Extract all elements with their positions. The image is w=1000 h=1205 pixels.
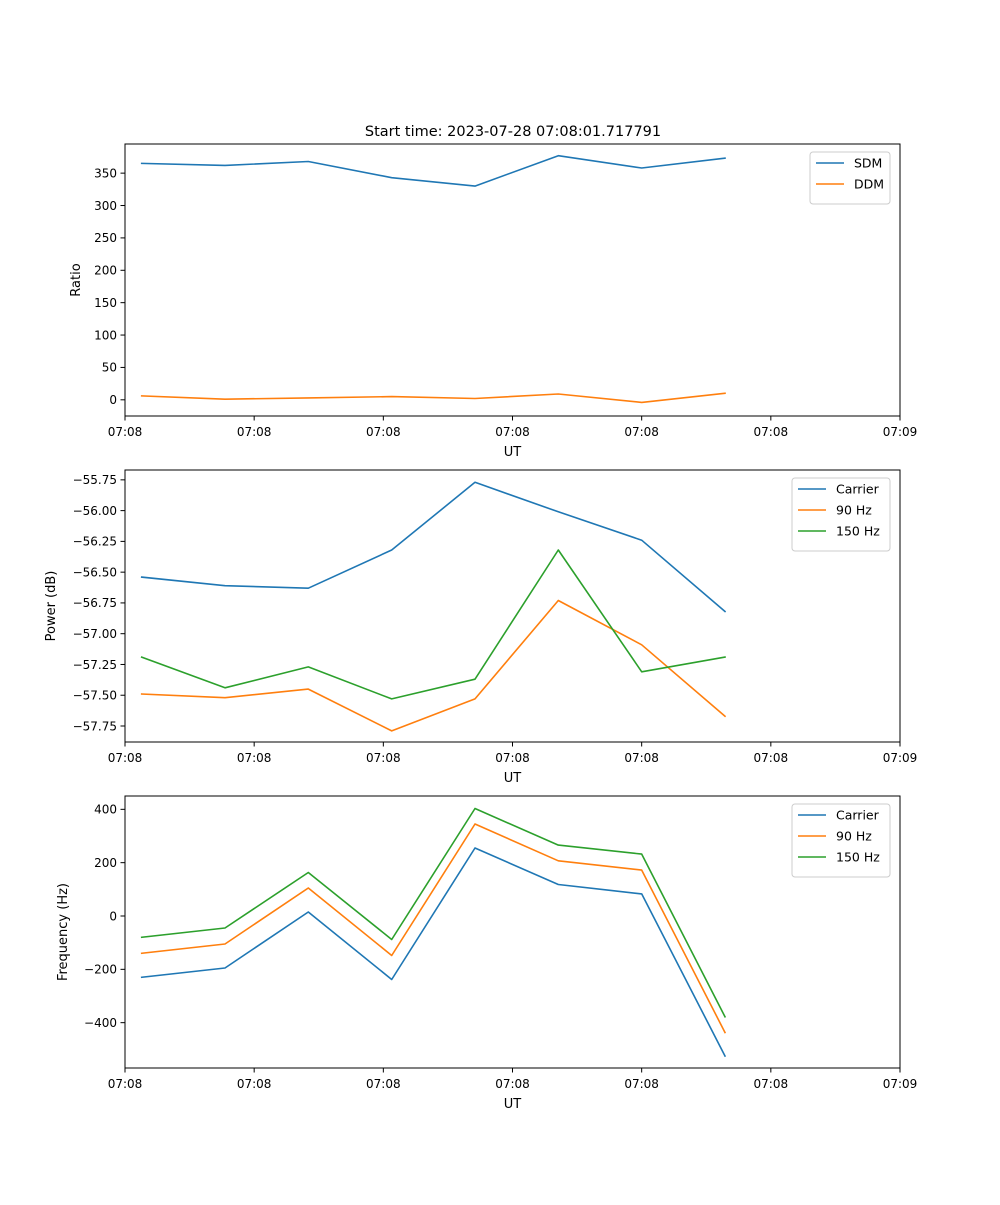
- power-y-tick-label: −57.50: [73, 689, 117, 703]
- ratio-x-tick-label: 07:08: [754, 425, 789, 439]
- figure-title: Start time: 2023-07-28 07:08:01.717791: [365, 124, 661, 140]
- power-y-tick-label: −56.75: [73, 596, 117, 610]
- frequency-legend-label: Carrier: [836, 808, 880, 823]
- power-y-tick-label: −56.00: [73, 504, 117, 518]
- frequency-y-tick-label: 200: [94, 856, 117, 870]
- ratio-x-tick-label: 07:08: [624, 425, 659, 439]
- power-series-90-hz-line: [140, 599, 727, 732]
- power-x-tick-label: 07:08: [237, 751, 272, 765]
- ratio-y-tick-label: 350: [94, 166, 117, 180]
- frequency-x-tick-label: 07:08: [108, 1077, 143, 1091]
- power-y-tick-label: −56.50: [73, 565, 117, 579]
- ratio-y-tick-label: 250: [94, 231, 117, 245]
- frequency-x-tick-label: 07:08: [366, 1077, 401, 1091]
- power-x-tick-label: 07:09: [883, 751, 918, 765]
- ratio-legend-label: DDM: [854, 177, 884, 192]
- frequency-y-tick-label: −200: [84, 963, 117, 977]
- ratio-series-ddm-line: [140, 392, 726, 404]
- power-legend: Carrier 90 Hz 150 Hz: [791, 477, 891, 552]
- frequency-legend-label: 150 Hz: [836, 850, 880, 865]
- power-y-axis-label: Power (dB): [44, 571, 59, 642]
- frequency-legend: Carrier 90 Hz 150 Hz: [791, 803, 891, 878]
- frequency-legend-label: 90 Hz: [836, 829, 872, 844]
- power-y-tick-label: −56.25: [73, 535, 117, 549]
- power-y-tick-label: −57.25: [73, 658, 117, 672]
- power-y-tick-label: −55.75: [73, 473, 117, 487]
- frequency-y-tick-label: 0: [109, 909, 117, 923]
- frequency-x-tick-label: 07:08: [624, 1077, 659, 1091]
- power-series-carrier-line: [140, 481, 727, 613]
- frequency-x-tick-label: 07:08: [754, 1077, 789, 1091]
- power-x-tick-label: 07:08: [366, 751, 401, 765]
- ratio-legend-box: [809, 151, 891, 205]
- frequency-y-axis-label: Frequency (Hz): [56, 883, 71, 981]
- ratio-y-axis-label: Ratio: [69, 263, 84, 296]
- frequency-x-tick-label: 07:09: [883, 1077, 918, 1091]
- frequency-x-tick-label: 07:08: [237, 1077, 272, 1091]
- ratio-y-tick-label: 0: [109, 393, 117, 407]
- frequency-x-tick-label: 07:08: [495, 1077, 530, 1091]
- power-legend-box: [791, 477, 891, 552]
- power-panel: 07:08 07:08 07:08 07:08 07:08 07:08 07:09 −57.7…: [44, 469, 918, 786]
- power-x-tick-label: 07:08: [495, 751, 530, 765]
- ratio-series-sdm-line: [140, 154, 726, 187]
- frequency-y-tick-label: −400: [84, 1016, 117, 1030]
- power-legend-label: Carrier: [836, 482, 880, 497]
- ratio-x-tick-label: 07:08: [495, 425, 530, 439]
- power-y-tick-label: −57.00: [73, 627, 117, 641]
- frequency-series-150-hz-line: [140, 807, 727, 1018]
- ratio-x-tick-label: 07:08: [237, 425, 272, 439]
- ratio-x-tick-label: 07:08: [108, 425, 143, 439]
- frequency-y-tick-label: 400: [94, 803, 117, 817]
- ratio-panel: 07:08 07:08 07:08 07:08 07:08 07:08 07:09 0 50 10…: [69, 143, 918, 460]
- power-series-150-hz-line: [140, 549, 726, 700]
- power-legend-label: 150 Hz: [836, 524, 880, 539]
- power-x-tick-label: 07:08: [624, 751, 659, 765]
- power-x-axis-label: UT: [504, 771, 522, 786]
- frequency-x-axis-label: UT: [504, 1097, 522, 1112]
- frequency-series-90-hz-line: [140, 823, 727, 1034]
- ratio-y-tick-label: 50: [102, 361, 117, 375]
- power-x-tick-label: 07:08: [754, 751, 789, 765]
- frequency-legend-box: [791, 803, 891, 878]
- frequency-series-carrier-line: [140, 847, 727, 1058]
- power-y-tick-label: −57.75: [73, 719, 117, 733]
- ratio-y-tick-label: 200: [94, 264, 117, 278]
- ratio-y-tick-label: 300: [94, 199, 117, 213]
- ratio-legend: SDM DDM: [809, 151, 891, 205]
- ratio-legend-label: SDM: [854, 156, 882, 171]
- ratio-x-axis-label: UT: [504, 445, 522, 460]
- power-x-tick-label: 07:08: [108, 751, 143, 765]
- ratio-x-tick-label: 07:08: [366, 425, 401, 439]
- ratio-x-tick-label: 07:09: [883, 425, 918, 439]
- frequency-panel: 07:08 07:08 07:08 07:08 07:08 07:08 07:09 −400 −…: [56, 795, 918, 1112]
- ratio-y-tick-label: 150: [94, 296, 117, 310]
- power-legend-label: 90 Hz: [836, 503, 872, 518]
- ratio-y-tick-label: 100: [94, 328, 117, 342]
